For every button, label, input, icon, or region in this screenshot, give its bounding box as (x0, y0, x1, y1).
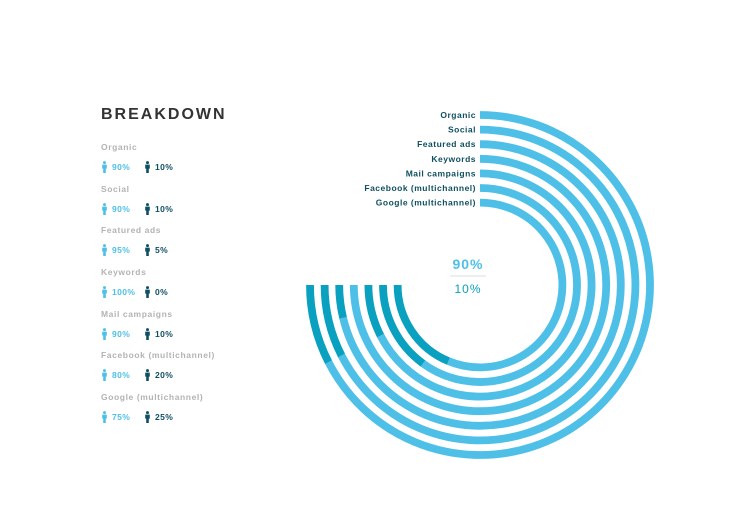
arc-share-a (446, 198, 567, 372)
legend-share-b: 0% (144, 286, 169, 299)
arc-share-a (338, 125, 640, 445)
arc-label: Facebook (multichannel) (364, 183, 476, 193)
legend-value: 20% (155, 370, 174, 381)
legend-share-b: 5% (144, 244, 169, 257)
legend-label: Facebook (multichannel) (101, 350, 215, 361)
center-secondary-value: 10% (454, 282, 481, 296)
person-icon (145, 202, 150, 215)
legend-value: 75% (112, 412, 131, 423)
legend-label: Keywords (101, 267, 147, 278)
legend-row: Social 90% 10% (101, 180, 271, 222)
person-icon (102, 369, 107, 382)
legend-share-a: 90% (101, 327, 131, 340)
arc-share-a (339, 140, 625, 430)
legend-share-b: 25% (144, 411, 174, 424)
legend-value: 90% (112, 328, 131, 339)
legend-share-b: 10% (144, 161, 173, 173)
arc-label: Keywords (431, 154, 476, 164)
legend-label: Mail campaigns (101, 308, 173, 319)
arc-label: Mail campaigns (406, 168, 476, 178)
legend-row: Featured ads 95% 5% (101, 221, 271, 263)
legend-share-a: 100% (101, 286, 136, 299)
person-icon (102, 286, 107, 299)
arc-label: Google (multichannel) (376, 198, 476, 208)
arc-label: Featured ads (417, 139, 476, 149)
arc-share-b (335, 284, 347, 319)
person-icon (102, 244, 107, 257)
legend-value: 90% (112, 203, 131, 214)
legend-label: Google (multichannel) (101, 392, 204, 403)
person-icon (145, 286, 150, 299)
legend-row: Google (multichannel) 75% 25% (101, 388, 271, 430)
legend-share-b: 10% (144, 327, 174, 340)
legend-label: Organic (101, 142, 138, 152)
arc-share-a (349, 154, 611, 416)
breakdown-title: BREAKDOWN (101, 106, 227, 123)
person-icon (145, 244, 150, 257)
center-primary-value: 90% (452, 256, 483, 272)
arc-share-a (420, 184, 581, 386)
person-icon (145, 369, 150, 382)
legend-label: Featured ads (101, 225, 162, 236)
person-icon (145, 161, 150, 173)
legend-value: 95% (112, 245, 131, 256)
arc-share-b (379, 284, 426, 367)
legend-value: 10% (155, 203, 174, 214)
person-icon (102, 161, 107, 173)
legend-value: 80% (112, 370, 131, 381)
legend-row: Organic 90% 10% (101, 138, 271, 180)
arc-share-b (320, 284, 346, 358)
arc-share-b (306, 284, 333, 364)
legend-share-a: 90% (101, 202, 131, 215)
legend-value: 5% (155, 245, 169, 256)
person-icon (102, 327, 107, 340)
person-icon (102, 202, 107, 215)
legend-value: 100% (112, 287, 136, 298)
legend-label: Social (101, 183, 130, 194)
legend-share-b: 10% (144, 202, 174, 215)
arc-label: Social (448, 125, 476, 135)
person-icon (145, 411, 150, 424)
arc-share-a (377, 169, 596, 401)
legend-value: 10% (155, 162, 174, 172)
legend-share-b: 20% (144, 369, 174, 382)
legend-row: Keywords 100% 0% (101, 263, 271, 305)
legend-value: 25% (155, 412, 174, 423)
arc-share-b (393, 284, 451, 365)
person-icon (145, 327, 150, 340)
legend-row: Mail campaigns 90% 10% (101, 305, 271, 347)
legend-value: 0% (155, 287, 169, 298)
legend-value: 10% (155, 328, 174, 339)
legend-share-a: 75% (101, 411, 131, 424)
legend-row: Facebook (multichannel) 80% 20% (101, 346, 271, 388)
arc-share-a (325, 111, 654, 459)
arc-label: Organic (440, 110, 476, 120)
arc-share-b (364, 284, 385, 338)
legend-share-a: 95% (101, 244, 131, 257)
person-icon (102, 411, 107, 424)
legend-share-a: 90% (101, 161, 130, 173)
legend-share-a: 80% (101, 369, 131, 382)
breakdown-legend: Organic 90% 10% Social 90% 10% Featured ads 95%… (101, 138, 271, 430)
legend-value: 90% (112, 162, 131, 172)
